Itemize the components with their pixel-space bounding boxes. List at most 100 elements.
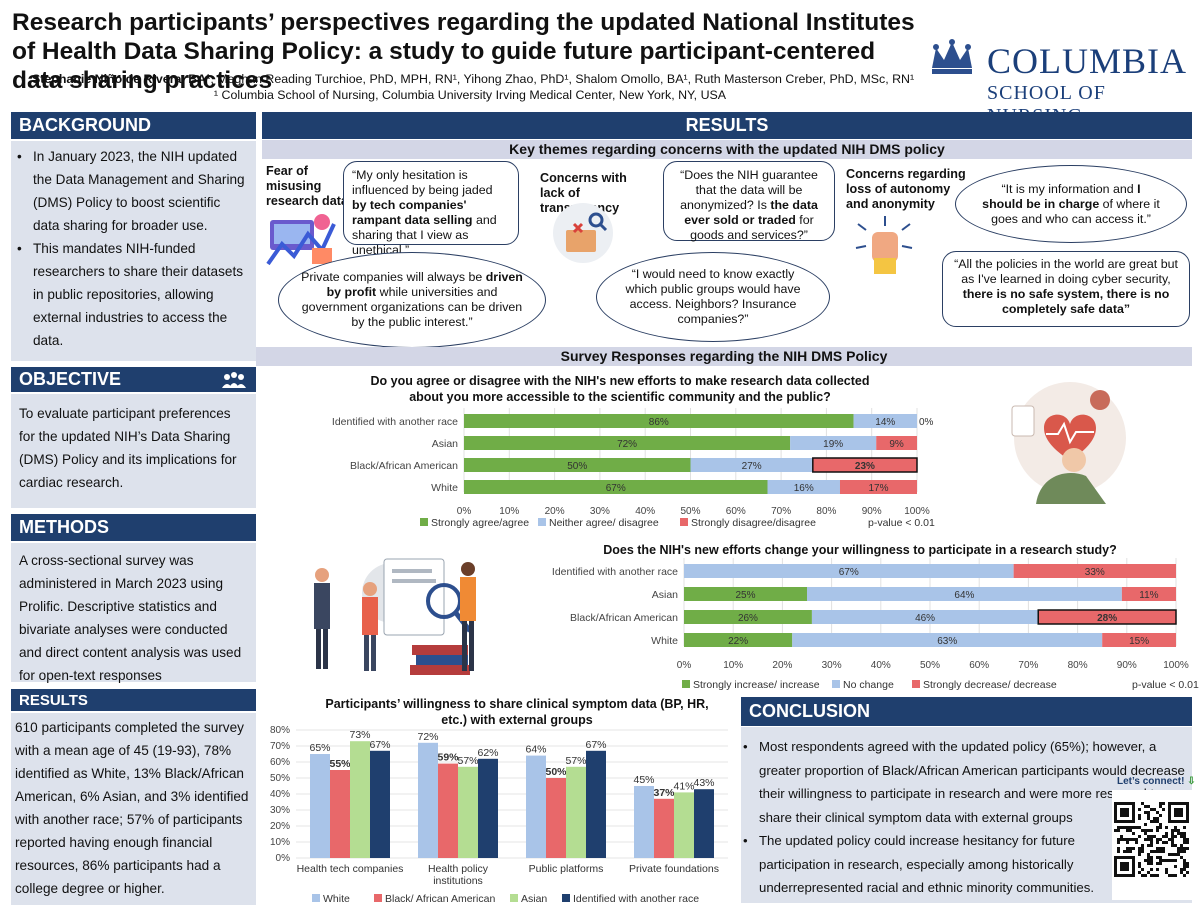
legend-swatch <box>312 894 320 902</box>
qr-module <box>1174 844 1177 847</box>
qr-module <box>1129 826 1132 829</box>
qr-module <box>1174 835 1177 838</box>
bar <box>694 789 714 858</box>
qr-module <box>1174 826 1177 829</box>
qr-module <box>1153 817 1156 820</box>
x-tick-label: 70% <box>771 506 791 517</box>
legend-swatch <box>538 518 546 526</box>
qr-module <box>1138 808 1141 811</box>
quote-text: “It is my information and <box>1001 181 1138 196</box>
qr-module <box>1150 868 1153 871</box>
data-label: 55% <box>329 758 351 770</box>
conclusion-bullet: The updated policy could increase hesita… <box>741 829 1186 900</box>
background-panel: In January 2023, the NIH updated the Dat… <box>11 141 256 361</box>
qr-module <box>1147 838 1150 841</box>
bar <box>330 770 350 858</box>
x-tick-label: 50% <box>920 660 940 671</box>
x-tick-label: 10% <box>499 506 519 517</box>
data-label: 28% <box>1097 613 1117 624</box>
y-tick-label: 50% <box>270 773 290 784</box>
chart1-title: Do you agree or disagree with the NIH's … <box>370 374 870 404</box>
y-tick-label: 40% <box>270 789 290 800</box>
bar <box>654 798 674 858</box>
data-label: 67% <box>839 567 859 578</box>
arrow-down-icon: ⇩ <box>1187 776 1196 787</box>
bar <box>478 758 498 858</box>
data-label: 33% <box>1085 567 1105 578</box>
quote-text: “I would need to know exactly which publ… <box>625 267 801 326</box>
author-list: Stephanie Niño de Rivera, BA¹, Meghan Re… <box>32 72 952 87</box>
qr-module <box>1183 850 1186 853</box>
qr-module <box>1117 850 1120 853</box>
category-label: Health policy <box>428 863 489 875</box>
bar <box>370 750 390 858</box>
qr-module <box>1171 829 1174 832</box>
transparency-illustration <box>553 203 613 263</box>
qr-module <box>1174 859 1177 862</box>
qr-module <box>1168 874 1171 877</box>
qr-module <box>1153 835 1156 838</box>
y-tick-label: 30% <box>270 805 290 816</box>
objective-text: To evaluate participant preferences for … <box>19 406 237 490</box>
qr-module <box>1132 847 1135 850</box>
qr-module <box>1150 829 1153 832</box>
quote-emphasis: I should be in charge <box>982 181 1141 211</box>
other-authors: , Meghan Reading Turchioe, PhD, MPH, RN¹… <box>210 72 915 86</box>
qr-module <box>1147 829 1150 832</box>
qr-module <box>1141 829 1144 832</box>
qr-module <box>1180 850 1183 853</box>
qr-module <box>1156 829 1159 832</box>
qr-module <box>1162 847 1165 850</box>
qr-module <box>1186 847 1189 850</box>
qr-module <box>1156 811 1159 814</box>
qr-module <box>1180 844 1183 847</box>
qr-module <box>1144 829 1147 832</box>
qr-module <box>1159 856 1162 859</box>
legend-label: Strongly decrease/ decrease <box>923 679 1057 691</box>
y-tick-label: 80% <box>270 725 290 736</box>
qr-module <box>1183 859 1186 862</box>
y-tick-label: 70% <box>270 741 290 752</box>
qr-module <box>1174 865 1177 868</box>
qr-module <box>1141 868 1144 871</box>
qr-module <box>1144 832 1147 835</box>
qr-code-icon[interactable] <box>1112 790 1192 900</box>
data-label: 64% <box>954 590 974 601</box>
data-label: 65% <box>309 742 330 754</box>
p-value: p-value < 0.01 <box>868 517 935 529</box>
x-tick-label: 60% <box>969 660 989 671</box>
qr-module <box>1114 829 1117 832</box>
qr-module <box>1120 838 1123 841</box>
x-tick-label: 90% <box>862 506 882 517</box>
data-label: 46% <box>915 613 935 624</box>
data-label: 15% <box>1129 636 1149 647</box>
qr-module <box>1126 829 1129 832</box>
p-value: p-value < 0.01 <box>1132 679 1199 691</box>
qr-module <box>1183 838 1186 841</box>
data-misuse-illustration <box>266 214 336 266</box>
qr-module <box>1186 862 1189 865</box>
qr-module <box>1120 835 1123 838</box>
chart3-title: Participants’ willingness to share clini… <box>325 697 709 727</box>
data-label: 37% <box>653 787 675 799</box>
qr-module <box>1129 829 1132 832</box>
qr-module <box>1144 874 1147 877</box>
qr-module <box>1186 865 1189 868</box>
bar-segment <box>684 610 812 624</box>
quote-oval: “It is my information and I should be in… <box>955 165 1187 243</box>
qr-module <box>1150 841 1153 844</box>
x-tick-label: 70% <box>1018 660 1038 671</box>
x-tick-label: 100% <box>1163 660 1189 671</box>
legend-label: Neither agree/ disagree <box>549 517 659 529</box>
bar-segment <box>1102 633 1176 647</box>
data-label: 86% <box>649 417 669 428</box>
qr-module <box>1153 874 1156 877</box>
qr-module <box>1138 853 1141 856</box>
quote-emphasis: driven by profit <box>326 270 523 299</box>
qr-module <box>1138 871 1141 874</box>
category-label: Identified with another race <box>552 566 678 578</box>
qr-module <box>1153 808 1156 811</box>
qr-module <box>1183 874 1186 877</box>
data-label: 50% <box>545 766 567 778</box>
data-label: 72% <box>417 731 438 743</box>
